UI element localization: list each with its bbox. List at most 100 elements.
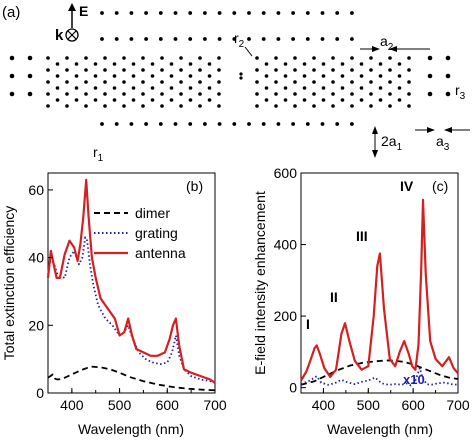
particle xyxy=(188,86,193,90)
x-tick-label: 700 xyxy=(446,397,470,413)
particle xyxy=(65,92,69,96)
two-a1-label: 2a1 xyxy=(381,133,403,153)
particle xyxy=(112,86,117,90)
particle xyxy=(378,74,383,78)
particle xyxy=(388,92,392,96)
particle xyxy=(27,55,33,61)
particle xyxy=(293,92,297,96)
particle xyxy=(217,92,221,96)
particle xyxy=(274,104,278,108)
a2-dimension xyxy=(360,46,430,52)
particle xyxy=(397,98,402,102)
particle xyxy=(131,62,136,66)
particle xyxy=(198,56,202,60)
r3-label: r3 xyxy=(455,82,466,102)
particle xyxy=(397,86,402,90)
particle xyxy=(350,11,354,15)
particle xyxy=(305,11,310,15)
particle xyxy=(264,74,269,78)
particle xyxy=(179,68,183,72)
y-tick-label: 400 xyxy=(274,237,298,253)
x-tick-label: 500 xyxy=(108,397,132,413)
particle xyxy=(232,11,237,15)
particle xyxy=(74,86,79,90)
particle xyxy=(331,104,335,108)
particle xyxy=(198,68,202,72)
particle xyxy=(84,92,88,96)
particle xyxy=(274,80,278,84)
x-tick-label: 400 xyxy=(60,397,84,413)
particle xyxy=(407,92,411,96)
particle xyxy=(291,11,295,15)
particle xyxy=(160,92,164,96)
particle xyxy=(283,62,288,66)
particle xyxy=(247,122,251,126)
particle xyxy=(160,104,164,108)
peak-i-label: I xyxy=(306,316,310,332)
particle xyxy=(340,98,345,102)
particle xyxy=(407,56,411,60)
panel-b-ylabel: Total extinction efficiency xyxy=(1,206,17,361)
particle xyxy=(276,122,281,126)
particle xyxy=(397,74,402,78)
particle xyxy=(65,56,69,60)
particle xyxy=(207,86,212,90)
particle xyxy=(427,55,433,61)
particle xyxy=(320,122,325,126)
particle xyxy=(150,62,155,66)
particle xyxy=(122,80,126,84)
particle xyxy=(276,37,281,41)
y-tick-label: 40 xyxy=(28,250,44,266)
particle xyxy=(217,104,221,108)
particle xyxy=(46,92,50,96)
particle xyxy=(293,68,297,72)
particle xyxy=(255,80,259,84)
series-dimer-line xyxy=(47,365,216,392)
particle xyxy=(378,98,383,102)
particle xyxy=(407,104,411,108)
y-tick-label: 0 xyxy=(289,380,297,396)
particle xyxy=(160,56,164,60)
particle xyxy=(261,122,266,126)
particle xyxy=(255,68,259,72)
particle xyxy=(188,11,193,15)
particle xyxy=(264,86,269,90)
particle xyxy=(283,86,288,90)
particle xyxy=(122,56,126,60)
particle xyxy=(331,68,335,72)
particle xyxy=(198,104,202,108)
particle xyxy=(93,86,98,90)
particle xyxy=(293,56,297,60)
particle xyxy=(321,86,326,90)
a3-label: a3 xyxy=(436,133,450,153)
particle xyxy=(255,56,259,60)
particle xyxy=(302,98,307,102)
particle xyxy=(122,104,126,108)
particle xyxy=(331,92,335,96)
particle xyxy=(173,122,178,126)
particle xyxy=(340,62,345,66)
particle xyxy=(131,98,136,102)
particle xyxy=(169,62,174,66)
particle xyxy=(158,11,163,15)
particle xyxy=(27,91,33,97)
particle xyxy=(74,74,79,78)
particle xyxy=(283,74,288,78)
panel-b-label: (b) xyxy=(186,178,203,194)
particle xyxy=(312,104,316,108)
particle xyxy=(359,74,364,78)
particle xyxy=(217,56,221,60)
particle xyxy=(158,122,163,126)
legend-antenna-label: antenna xyxy=(135,245,186,261)
panel-b-chart: 400 500 600 700 0 20 40 60 (b) dimer grating an… xyxy=(1,172,227,437)
particle xyxy=(103,92,107,96)
particle xyxy=(46,56,50,60)
particle xyxy=(103,80,107,84)
x10-annotation: x10 xyxy=(403,372,425,387)
particle xyxy=(264,62,269,66)
particle xyxy=(350,56,354,60)
particle xyxy=(302,62,307,66)
particle xyxy=(312,68,316,72)
e-field-arrow-icon xyxy=(68,3,76,28)
particle xyxy=(274,92,278,96)
